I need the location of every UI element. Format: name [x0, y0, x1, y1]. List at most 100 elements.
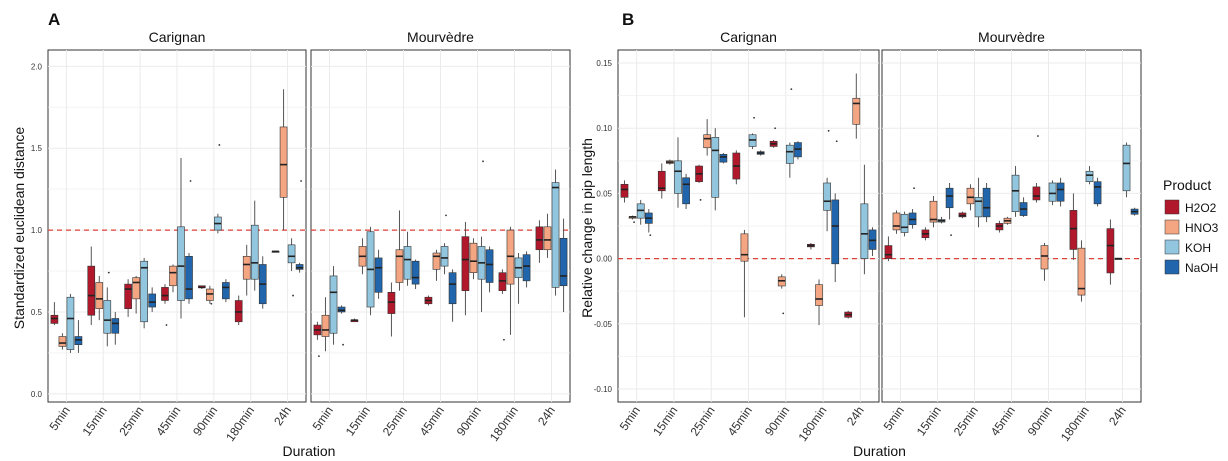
box-body — [535, 226, 544, 251]
box-180min-NaOH — [258, 256, 267, 309]
box-body — [1056, 182, 1065, 202]
outlier-point — [318, 355, 320, 358]
outlier-point — [827, 129, 830, 132]
box-15min-HNO3 — [929, 196, 938, 228]
box-body — [242, 255, 251, 280]
box-45min-HNO3 — [432, 249, 441, 281]
legend-swatch-koh — [1164, 239, 1180, 255]
chart-b: B Relative change in pip length Carignan -0… — [579, 10, 1142, 459]
y-tick-label: 0.15 — [596, 59, 612, 68]
outlier-point — [189, 180, 192, 182]
box-15min-NaOH — [682, 173, 690, 210]
box-body — [1122, 144, 1131, 192]
box-25min-H2O2 — [124, 279, 132, 317]
box-90min-KOH — [477, 160, 486, 312]
box-24h-HNO3 — [279, 89, 288, 231]
box-90min-KOH — [214, 144, 222, 234]
x-tick-label: 15min — [914, 404, 944, 439]
x-tick-label: 15min — [80, 404, 110, 439]
box-24h-KOH — [860, 164, 869, 275]
box-body — [785, 144, 794, 164]
box-body — [498, 272, 507, 291]
box-45min-NaOH — [756, 150, 765, 156]
box-90min-NaOH — [1056, 177, 1065, 207]
box-body — [250, 224, 259, 280]
box-45min-KOH — [1011, 166, 1020, 217]
box-body — [884, 245, 893, 259]
box-body — [279, 126, 288, 198]
box-25min-H2O2 — [387, 282, 396, 337]
box-body — [1093, 181, 1102, 205]
box-body — [1040, 245, 1049, 270]
box-24h-KOH — [1122, 142, 1131, 198]
y-axis-title: Relative change in pip length — [579, 138, 595, 318]
x-tick-label: 5min — [46, 404, 72, 433]
box-180min-KOH — [250, 200, 259, 291]
x-tick-label: 24h — [1106, 404, 1129, 428]
x-tick-label: 180min — [1058, 404, 1092, 444]
box-45min-H2O2 — [732, 150, 741, 185]
box-24h-NaOH — [559, 218, 568, 312]
box-15min-KOH — [674, 137, 682, 208]
box-body — [448, 272, 457, 305]
x-tick-label: 180min — [487, 404, 521, 444]
box-180min-HNO3 — [242, 244, 251, 296]
box-body — [929, 200, 938, 223]
box-45min-H2O2 — [424, 295, 433, 306]
box-24h-NaOH — [1130, 207, 1139, 216]
box-15min-NaOH — [945, 182, 954, 237]
box-5min-KOH — [900, 211, 909, 237]
legend-label-koh: KOH — [1185, 241, 1211, 255]
box-body — [559, 237, 568, 287]
y-tick-label: 0.00 — [596, 255, 612, 264]
box-5min-H2O2 — [884, 236, 893, 262]
box-90min-H2O2 — [198, 285, 206, 290]
box-45min-H2O2 — [995, 220, 1004, 233]
box-25min-KOH — [403, 231, 412, 286]
box-25min-NaOH — [982, 182, 991, 223]
box-body — [974, 197, 983, 218]
box-15min-H2O2 — [350, 318, 359, 323]
box-25min-KOH — [140, 257, 148, 329]
x-tick-label: 24h — [535, 404, 558, 428]
outlier-point — [292, 294, 294, 297]
x-tick-label: 5min — [310, 404, 336, 433]
box-24h-HNO3 — [1114, 257, 1123, 260]
box-body — [411, 260, 420, 285]
outlier-point — [649, 234, 652, 237]
box-body — [295, 264, 304, 270]
box-5min-KOH — [636, 199, 645, 225]
box-body — [852, 97, 861, 125]
box-body — [329, 275, 338, 334]
x-tick-label: 24h — [271, 404, 294, 428]
facet-label: Mourvèdre — [978, 29, 1045, 45]
box-90min-H2O2 — [1032, 135, 1041, 203]
box-5min-NaOH — [908, 187, 917, 229]
facet-1: Mourvèdre 5min 15min 25min 45min 90min 180min 2… — [881, 29, 1142, 444]
box-25min-HNO3 — [395, 210, 404, 291]
box-body — [74, 336, 83, 345]
box-15min-H2O2 — [87, 246, 96, 326]
panel-letter-b: B — [622, 10, 634, 29]
box-45min-HNO3 — [1003, 216, 1012, 225]
box-body — [50, 314, 59, 324]
outlier-point — [753, 116, 755, 119]
box-90min-NaOH — [222, 279, 230, 303]
box-5min-H2O2 — [620, 180, 629, 203]
box-body — [169, 265, 177, 287]
x-axis-title: Duration — [853, 443, 906, 459]
box-15min-KOH — [103, 271, 112, 347]
box-body — [95, 282, 104, 309]
box-body — [177, 226, 185, 301]
outlier-point — [218, 144, 221, 146]
legend-label-h2o2: H2O2 — [1185, 201, 1217, 215]
box-body — [620, 183, 629, 198]
box-90min-HNO3 — [777, 274, 786, 315]
box-body — [469, 242, 478, 273]
box-body — [900, 213, 909, 233]
x-tick-label: 180min — [795, 404, 829, 444]
box-body — [124, 283, 132, 309]
box-90min-NaOH — [794, 141, 802, 160]
outlier-point — [300, 180, 302, 182]
